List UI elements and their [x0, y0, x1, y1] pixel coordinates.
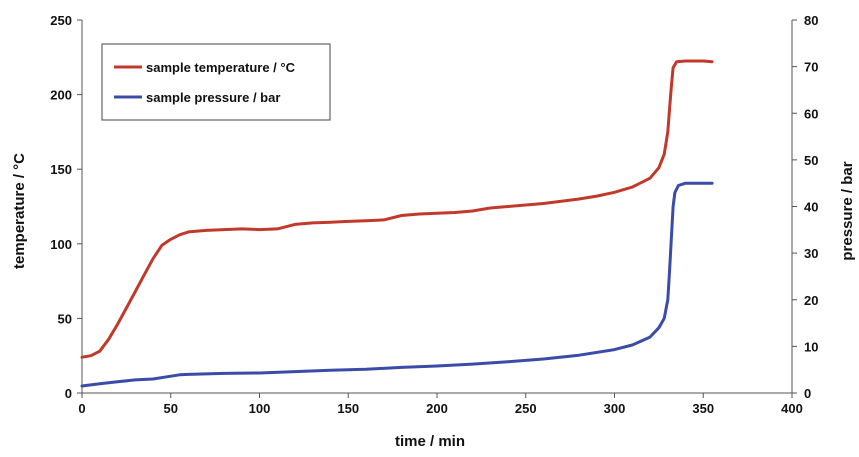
y-tick-label: 0	[65, 386, 72, 401]
y2-tick-label: 80	[804, 13, 818, 28]
y-tick-label: 100	[50, 237, 72, 252]
y2-axis-title: pressure / bar	[839, 161, 856, 260]
series-line-temperature	[80, 59, 714, 359]
series-line-pressure	[80, 181, 714, 388]
y2-tick-label: 0	[804, 386, 811, 401]
x-tick-label: 350	[692, 401, 714, 416]
y2-tick-label: 10	[804, 339, 818, 354]
x-axis-title: time / min	[395, 433, 465, 450]
legend-label-pressure: sample pressure / bar	[146, 90, 280, 105]
x-tick-label: 250	[515, 401, 537, 416]
legend-label-temperature: sample temperature / °C	[146, 60, 296, 75]
y2-tick-label: 20	[804, 293, 818, 308]
legend-box	[101, 43, 331, 121]
x-tick-label: 150	[337, 401, 359, 416]
y2-tick-label: 50	[804, 153, 818, 168]
legend: sample temperature / °C sample pressure …	[101, 43, 331, 121]
x-tick-label: 400	[781, 401, 803, 416]
x-tick-label: 100	[249, 401, 271, 416]
x-tick-label: 50	[164, 401, 178, 416]
series-lines	[80, 59, 714, 388]
y2-tick-label: 70	[804, 60, 818, 75]
x-tick-label: 200	[426, 401, 448, 416]
y-tick-label: 150	[50, 162, 72, 177]
x-tick-label: 300	[604, 401, 626, 416]
y-tick-label: 250	[50, 13, 72, 28]
y-tick-label: 50	[58, 311, 72, 326]
x-tick-label: 0	[78, 401, 85, 416]
y2-tick-label: 60	[804, 106, 818, 121]
tick-marks: 0 50 100 150 200 250 300 350 4000501001502002500…	[50, 13, 818, 416]
y2-tick-label: 40	[804, 200, 818, 215]
y2-tick-label: 30	[804, 246, 818, 261]
y-tick-label: 200	[50, 88, 72, 103]
y-axis-title: temperature / °C	[11, 153, 28, 269]
